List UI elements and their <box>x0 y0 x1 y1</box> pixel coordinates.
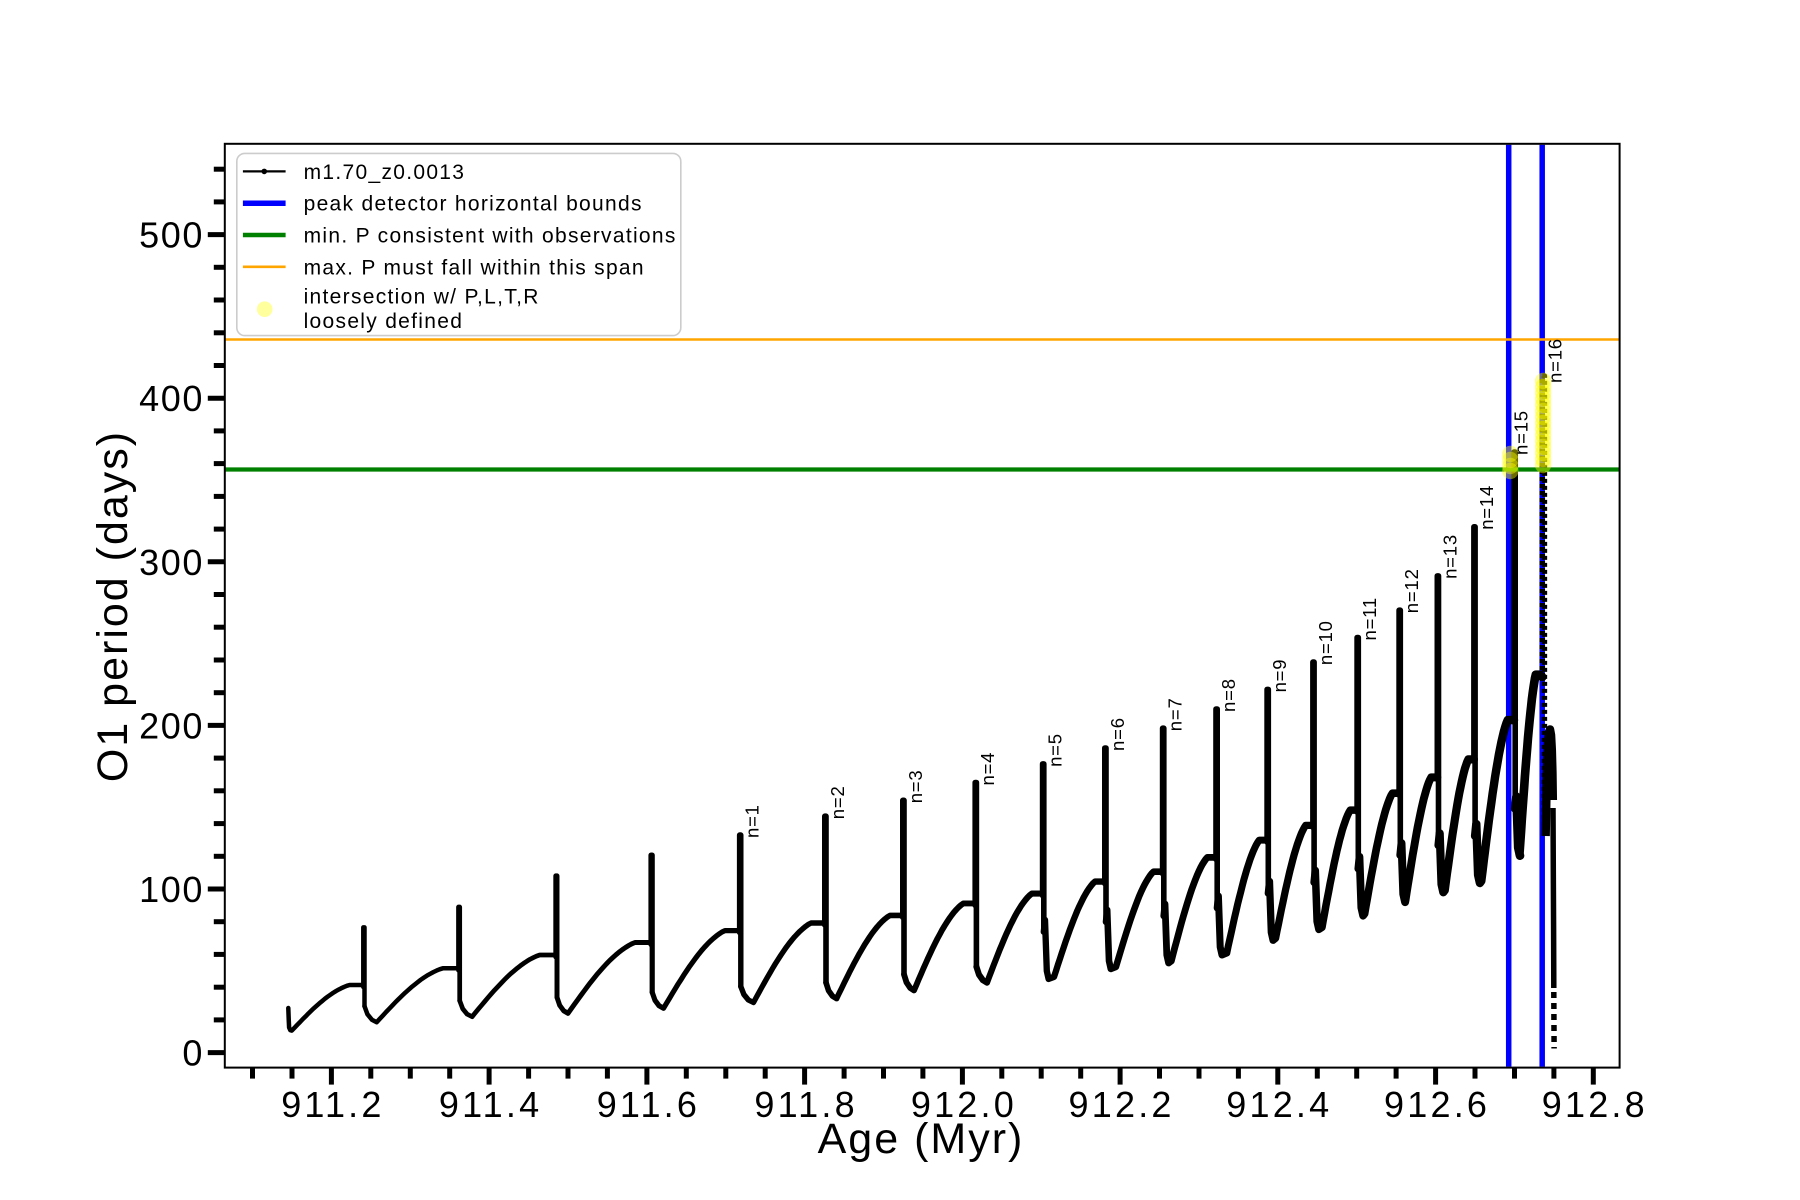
svg-text:loosely defined: loosely defined <box>304 310 464 333</box>
svg-text:n=5: n=5 <box>1045 733 1066 767</box>
svg-text:200: 200 <box>139 705 204 746</box>
svg-text:Age (Myr): Age (Myr) <box>818 1115 1025 1163</box>
svg-text:912.2: 912.2 <box>1069 1084 1175 1125</box>
svg-text:912.0: 912.0 <box>911 1084 1017 1125</box>
svg-text:n=7: n=7 <box>1165 697 1186 731</box>
svg-text:n=11: n=11 <box>1359 597 1380 641</box>
svg-text:n=16: n=16 <box>1544 338 1565 383</box>
svg-text:n=1: n=1 <box>742 804 763 838</box>
svg-text:peak detector horizontal bound: peak detector horizontal bounds <box>304 193 643 216</box>
svg-text:100: 100 <box>139 869 204 910</box>
svg-text:n=8: n=8 <box>1218 678 1239 712</box>
svg-text:912.4: 912.4 <box>1226 1084 1332 1125</box>
svg-text:0: 0 <box>182 1033 204 1074</box>
svg-text:912.6: 912.6 <box>1384 1084 1490 1125</box>
svg-text:n=6: n=6 <box>1107 717 1128 751</box>
svg-text:n=3: n=3 <box>905 770 926 804</box>
svg-text:911.6: 911.6 <box>597 1084 700 1125</box>
svg-text:400: 400 <box>139 378 204 419</box>
svg-text:911.8: 911.8 <box>754 1084 857 1125</box>
svg-text:500: 500 <box>139 215 204 256</box>
svg-text:n=10: n=10 <box>1315 620 1336 665</box>
svg-text:m1.70_z0.0013: m1.70_z0.0013 <box>304 161 466 184</box>
svg-text:n=15: n=15 <box>1511 410 1532 455</box>
svg-text:max. P must fall within this s: max. P must fall within this span <box>304 256 645 279</box>
svg-text:912.8: 912.8 <box>1542 1084 1648 1125</box>
svg-text:O1 period (days): O1 period (days) <box>89 430 137 782</box>
svg-text:300: 300 <box>139 542 204 583</box>
svg-text:n=4: n=4 <box>977 752 998 786</box>
svg-text:min. P consistent with observa: min. P consistent with observations <box>304 225 677 248</box>
svg-text:n=14: n=14 <box>1476 485 1497 530</box>
svg-text:n=9: n=9 <box>1269 659 1290 693</box>
svg-text:911.4: 911.4 <box>439 1084 542 1125</box>
svg-text:n=13: n=13 <box>1439 534 1460 579</box>
svg-text:intersection w/ P,L,T,R: intersection w/ P,L,T,R <box>304 286 540 309</box>
svg-text:n=12: n=12 <box>1401 568 1422 613</box>
svg-text:911.2: 911.2 <box>281 1084 384 1125</box>
svg-text:n=2: n=2 <box>827 785 848 819</box>
